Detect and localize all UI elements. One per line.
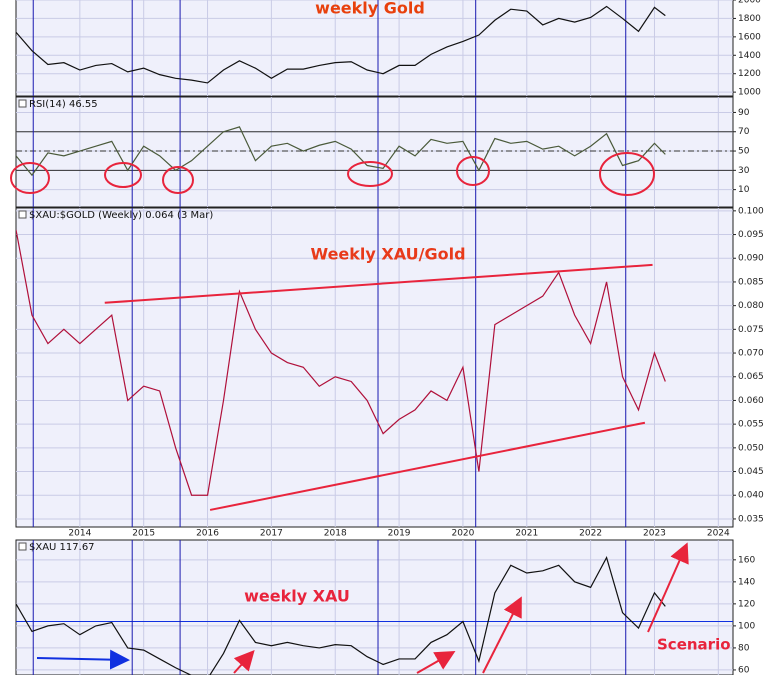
highlight-circle [599,152,655,196]
y-tick-label: 50 [738,147,750,157]
arrow [647,542,689,633]
y-tick-label: 0.075 [738,325,764,335]
y-tick-label: 100 [738,621,755,631]
x-tick-label: 2022 [579,529,602,539]
panel: 10 30 50 70 90 RSI(14) 46.55 [15,96,750,208]
y-tick-label: 0.065 [738,372,764,382]
y-tick-label: 0.085 [738,277,764,287]
trend-line [209,421,646,511]
x-tick-label: 2017 [260,529,283,539]
x-tick-label: 2020 [451,529,474,539]
panel: 0.100 0.095 0.090 0.085 0.080 0.075 0.070 0.065… [15,206,764,528]
y-tick-label: 140 [738,577,755,587]
arrow [482,596,522,674]
price-line [16,556,666,675]
label-icon [18,99,27,108]
y-tick-label: 2000 [738,0,761,6]
annotation: Weekly XAU/Gold [310,245,465,264]
x-tick-label: 2016 [196,529,219,539]
y-tick-label: 0.040 [738,491,764,501]
y-tick-label: 0.095 [738,230,764,240]
y-tick-label: 10 [738,185,750,195]
panel: 1000 1200 1400 1600 1800 2000 [15,0,761,98]
y-tick-label: 0.050 [738,443,764,453]
y-tick-label: 0.080 [738,301,764,311]
y-tick-label: 0.055 [738,420,764,430]
panel-background [15,0,734,97]
y-tick-label: 1400 [738,51,761,61]
x-tick-label: 2018 [324,529,347,539]
annotation: Scenario [657,636,731,654]
overlay: weekly Gold Weekly XAU/Gold weekly XAU S… [10,0,731,674]
panel-label: RSI(14) 46.55 [29,99,98,110]
arrow [233,650,255,674]
highlight-circle [347,161,393,187]
y-tick-label: 0.045 [738,467,764,477]
y-tick-label: 0.100 [738,206,764,216]
annotation: weekly Gold [315,0,425,18]
x-tick-label: 2024 [707,529,730,539]
x-tick-label: 2023 [643,529,666,539]
label-icon [18,542,27,551]
highlight-circle [104,162,142,188]
y-tick-label: 1600 [738,32,761,42]
x-tick-label: 2014 [68,529,91,539]
y-tick-label: 30 [738,166,750,176]
panel-label: $XAU 117.67 [29,542,95,553]
highlight-circle [10,162,50,194]
panel: 60 80 100 120 140 160 $XAU 117.67 [15,539,755,675]
y-tick-label: 0.090 [738,254,764,264]
y-tick-label: 120 [738,599,755,609]
panel-label: $XAU:$GOLD (Weekly) 0.064 (3 Mar) [29,210,213,221]
y-tick-label: 0.035 [738,514,764,524]
y-tick-label: 1800 [738,14,761,24]
y-tick-label: 80 [738,643,750,653]
trend-line [104,263,653,304]
y-tick-label: 1200 [738,69,761,79]
panel-background [15,96,734,208]
y-tick-label: 1000 [738,88,761,98]
y-tick-label: 60 [738,665,750,675]
highlight-circle [162,166,194,194]
price-line [16,5,666,84]
y-tick-label: 90 [738,108,750,118]
arrow [36,649,130,670]
highlight-circle [456,156,490,186]
y-tick-label: 0.070 [738,349,764,359]
x-tick-label: 2015 [132,529,155,539]
price-line [16,229,666,496]
x-tick-label: 2021 [515,529,538,539]
y-tick-label: 160 [738,555,755,565]
arrow [416,651,456,674]
annotation: weekly XAU [244,587,350,606]
price-line [16,126,666,177]
label-icon [18,210,27,219]
x-tick-label: 2019 [388,529,411,539]
panels: 1000 1200 1400 1600 1800 2000 10 30 50 70 90 RSI(14… [15,0,764,675]
panel-background [15,539,734,675]
y-tick-label: 0.060 [738,396,764,406]
panel-background [15,207,734,528]
y-tick-label: 70 [738,127,750,137]
